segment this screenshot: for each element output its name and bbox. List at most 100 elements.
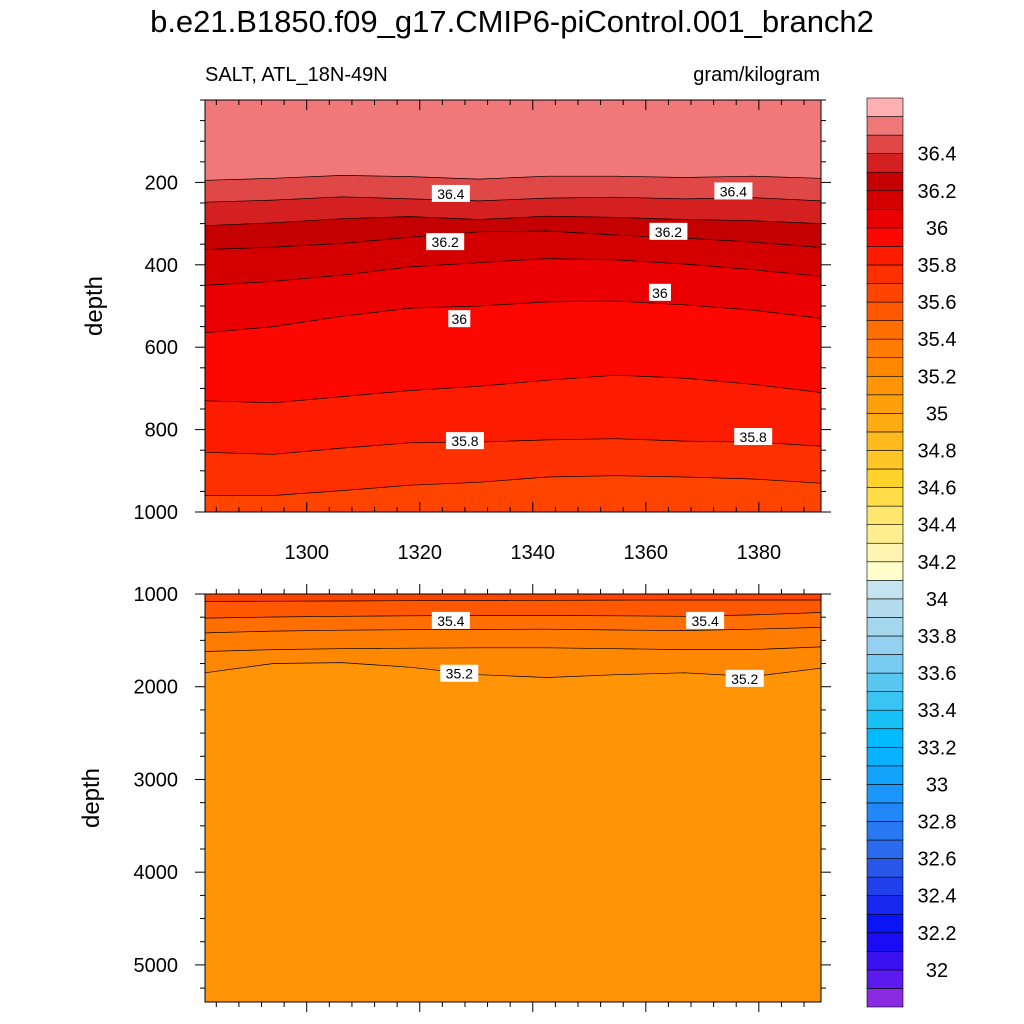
contour-label-text: 35.4 (692, 613, 719, 629)
panel-lower: 35.4 35.4 35.2 35.2 1000 2000 3000 4000 5000 dept… (78, 584, 831, 1012)
contour-label-text: 36.4 (437, 186, 464, 202)
colorbar-tick-label: 34.8 (918, 440, 957, 462)
colorbar-tick-label: 32.6 (918, 849, 957, 871)
contour-label-text: 36.2 (655, 224, 682, 240)
upper-left-label: SALT, ATL_18N-49N (205, 64, 388, 86)
colorbar-tick-label: 33.6 (918, 663, 957, 685)
colorbar-tick-label: 35.2 (918, 366, 957, 388)
contour-label: 36 (448, 310, 471, 328)
colorbar-tick-label: 34.6 (918, 478, 957, 500)
contour-label-text: 36.4 (720, 183, 747, 199)
contour-label: 36.2 (649, 222, 688, 240)
colorbar-box (866, 413, 904, 433)
colorbar-tick-label: 36.4 (918, 144, 957, 166)
colorbar-box (866, 209, 904, 229)
colorbar-box (866, 542, 904, 563)
x-tick-label: 1300 (284, 542, 329, 564)
colorbar-box (866, 171, 904, 192)
colorbar-box (866, 153, 904, 173)
colorbar-tick-label: 32.4 (918, 886, 957, 908)
y-tick-label: 4000 (134, 862, 179, 884)
colorbar-box (866, 765, 904, 785)
colorbar-tick-label: 34 (926, 589, 948, 611)
contour-label-text: 35.4 (437, 613, 464, 629)
panel-upper: 36.4 36.4 36.2 36.2 36 36 35.8 35.8 1300 1320 1340… (81, 99, 831, 564)
colorbar-box (866, 932, 904, 952)
colorbar-box (866, 635, 904, 655)
colorbar-tick-label: 35.8 (918, 255, 957, 277)
contour-label: 35.4 (431, 611, 470, 629)
colorbar-box (866, 988, 904, 1008)
colorbar-box (866, 951, 904, 971)
contour-label-text: 36 (652, 285, 668, 301)
contour-line-35.7 (205, 475, 821, 496)
band-below-35.2 (205, 662, 821, 1002)
contour-label: 36.2 (426, 233, 465, 251)
upper-right-label: gram/kilogram (693, 64, 820, 86)
contour-label-text: 36 (452, 311, 468, 327)
colorbar-box (866, 505, 904, 525)
contour-line-35.3 (205, 646, 821, 652)
y-tick-label: 1000 (134, 502, 179, 524)
colorbar-tick-label: 35 (926, 403, 948, 425)
colorbar-tick-label: 34.4 (918, 515, 957, 537)
figure-title: b.e21.B1850.f09_g17.CMIP6-piControl.001_… (150, 4, 874, 39)
contour-label: 35.8 (734, 428, 773, 446)
contour-line-35.4 (205, 627, 821, 634)
contour-line-35.8 (205, 438, 821, 455)
colorbar-box (866, 524, 904, 544)
colorbar-box (866, 858, 904, 878)
colorbar-box (866, 190, 904, 210)
contour-label-text: 35.2 (731, 671, 758, 687)
plot-frame (204, 593, 822, 1003)
colorbar-box (866, 301, 904, 321)
contour-line-36 (205, 300, 821, 334)
y-tick-label: 200 (145, 172, 178, 194)
contour-line-36.3 (205, 215, 821, 227)
colorbar-box (866, 913, 904, 934)
y-tick-label: 3000 (134, 769, 179, 791)
x-tick-label: 1320 (398, 542, 443, 564)
contour-line-36.5 (205, 175, 821, 181)
y-tick-label: 600 (145, 337, 178, 359)
contour-label: 35.2 (440, 664, 479, 682)
colorbar-tick-label: 35.6 (918, 292, 957, 314)
colorbar-box (866, 338, 904, 359)
contour-label: 35.2 (725, 669, 764, 687)
contour-label-text: 35.8 (451, 433, 478, 449)
y-tick-label: 1000 (134, 584, 179, 606)
colorbar-box (866, 876, 904, 896)
contour-label-text: 36.2 (432, 234, 459, 250)
colorbar-box (866, 561, 904, 581)
plot-area-lower: 35.4 35.4 35.2 35.2 (205, 594, 821, 1002)
colorbar-box (866, 264, 904, 284)
colorbar-box (866, 283, 904, 303)
contour-label: 36.4 (431, 184, 470, 202)
x-tick-label: 1340 (511, 542, 556, 564)
colorbar-tick-label: 34.2 (918, 552, 957, 574)
contour-line-35.6 (205, 599, 821, 602)
colorbar-box (866, 672, 904, 692)
colorbar-tick-label: 33.2 (918, 737, 957, 759)
colorbar-box (866, 320, 904, 340)
colorbar-box (866, 617, 904, 637)
colorbar-tick-label: 32 (926, 960, 948, 982)
colorbar-box (866, 431, 904, 451)
colorbar-box (866, 394, 904, 414)
colorbar-box (866, 821, 904, 841)
colorbar-box (866, 802, 904, 822)
colorbar-box (866, 227, 904, 247)
contour-line-35.2 (205, 662, 821, 678)
colorbar-box (866, 598, 904, 618)
colorbar-tick-label: 36.2 (918, 181, 957, 203)
colorbar-box (866, 969, 904, 989)
colorbar-box (866, 580, 904, 600)
colorbar-box (866, 746, 904, 767)
colorbar-box (866, 375, 904, 396)
colorbar-tick-label: 36 (926, 218, 948, 240)
y-axis-label: depth (81, 276, 108, 336)
colorbar: 32 32.2 32.4 32.6 32.8 33 33.2 33.4 33.6 33.8 34 34… (866, 97, 957, 1008)
contour-line-36.2 (205, 230, 821, 250)
x-tick-label: 1380 (737, 542, 782, 564)
